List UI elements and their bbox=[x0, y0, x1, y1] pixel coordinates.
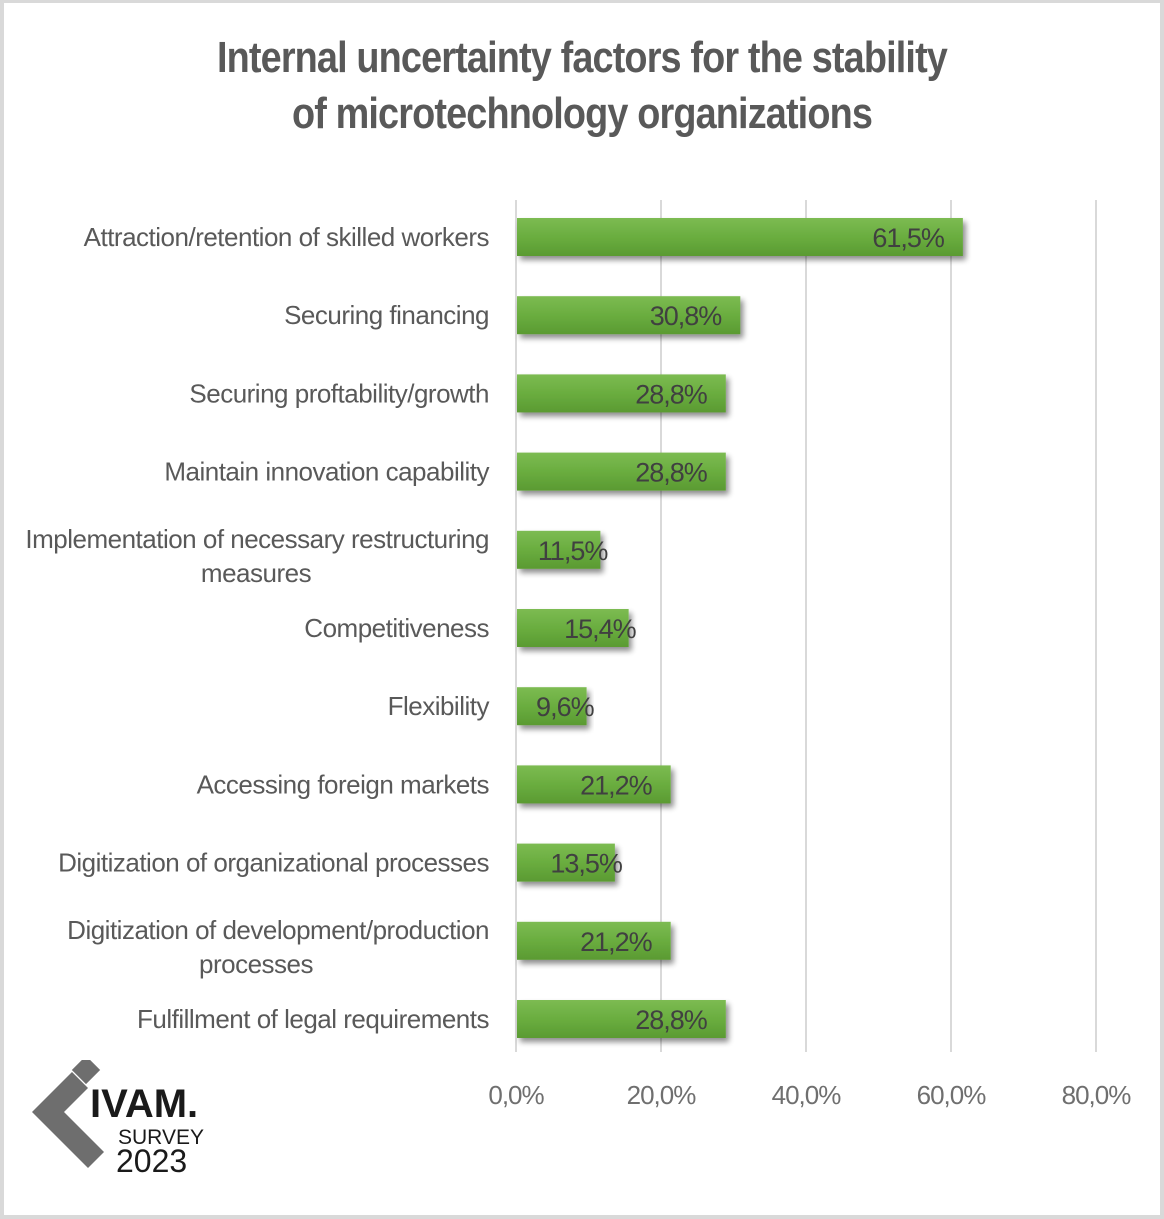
data-label: 15,4% bbox=[564, 614, 637, 644]
gridlines bbox=[515, 200, 1097, 1052]
category-label-line: Competitiveness bbox=[304, 613, 489, 643]
bar bbox=[517, 374, 726, 413]
data-label: 9,6% bbox=[536, 692, 595, 722]
data-label: 13,5% bbox=[550, 849, 623, 879]
logo-brand-text: IVAM. bbox=[90, 1082, 198, 1126]
category-label-line: Accessing foreign markets bbox=[197, 769, 490, 799]
data-label: 21,2% bbox=[580, 770, 653, 800]
x-tick-label: 80,0% bbox=[1062, 1080, 1132, 1110]
category-label: Digitization of organizational processes bbox=[58, 848, 489, 878]
value-labels: 61,5% 30,8% 28,8% 28,8% 11,5% 15,4% 9,6% 21,2% 1… bbox=[536, 223, 946, 1035]
category-label-line: Fulfillment of legal requirements bbox=[137, 1004, 489, 1034]
data-label: 28,8% bbox=[635, 458, 708, 488]
category-label-line: measures bbox=[201, 558, 312, 588]
bar bbox=[517, 765, 671, 804]
category-label-line: Attraction/retention of skilled workers bbox=[84, 222, 490, 252]
category-label: Securing financing bbox=[284, 300, 489, 330]
x-tick-label: 60,0% bbox=[917, 1080, 987, 1110]
category-label: Competitiveness bbox=[304, 613, 489, 643]
category-label: Accessing foreign markets bbox=[197, 769, 490, 799]
x-tick-label: 40,0% bbox=[772, 1080, 842, 1110]
category-label: Securing proftability/growth bbox=[189, 378, 489, 408]
data-label: 21,2% bbox=[580, 927, 653, 957]
category-label: Digitization of development/production pr… bbox=[67, 915, 489, 979]
x-tick-label: 20,0% bbox=[627, 1080, 697, 1110]
chart-title-line-1: Internal uncertainty factors for the sta… bbox=[216, 33, 948, 82]
category-label-line: Implementation of necessary restructurin… bbox=[25, 524, 489, 554]
data-label: 11,5% bbox=[538, 536, 609, 566]
category-label-line: Maintain innovation capability bbox=[164, 457, 489, 487]
data-label: 61,5% bbox=[872, 223, 945, 253]
ivam-survey-logo: IVAM. SURVEY 2023 bbox=[32, 1060, 204, 1179]
logo-mark-icon bbox=[32, 1060, 104, 1168]
category-label-line: Securing financing bbox=[284, 300, 489, 330]
category-labels: Attraction/retention of skilled workers S… bbox=[25, 222, 490, 1034]
chart-title: Internal uncertainty factors for the sta… bbox=[81, 30, 1082, 142]
category-label-line: Digitization of organizational processes bbox=[58, 848, 489, 878]
x-axis-tick-labels: 0,0% 20,0% 40,0% 60,0% 80,0% bbox=[488, 1080, 1132, 1110]
bar bbox=[517, 1000, 726, 1038]
bar bbox=[517, 843, 615, 882]
category-label-line: processes bbox=[199, 949, 313, 979]
chart-title-line-2: of microtechnology organizations bbox=[291, 89, 873, 138]
bar bbox=[517, 452, 726, 491]
data-label: 28,8% bbox=[635, 379, 708, 409]
logo-survey-text: SURVEY bbox=[118, 1126, 204, 1149]
category-label: Maintain innovation capability bbox=[164, 457, 489, 487]
category-label: Fulfillment of legal requirements bbox=[137, 1004, 489, 1034]
category-label: Implementation of necessary restructurin… bbox=[25, 524, 489, 588]
bar bbox=[517, 687, 587, 726]
logo-year-text: 2023 bbox=[116, 1143, 187, 1179]
category-label-line: Securing proftability/growth bbox=[189, 378, 489, 408]
bar bbox=[517, 530, 601, 569]
data-label: 30,8% bbox=[650, 301, 723, 331]
bar bbox=[517, 921, 671, 960]
x-tick-label: 0,0% bbox=[488, 1080, 544, 1110]
category-label: Attraction/retention of skilled workers bbox=[84, 222, 490, 252]
bar bbox=[517, 609, 629, 647]
category-label-line: Flexibility bbox=[388, 691, 490, 721]
bars bbox=[517, 218, 963, 1038]
category-label-line: Digitization of development/production bbox=[67, 915, 489, 945]
bar bbox=[517, 296, 741, 335]
data-label: 28,8% bbox=[635, 1005, 708, 1035]
bar bbox=[517, 218, 963, 256]
category-label: Flexibility bbox=[388, 691, 490, 721]
